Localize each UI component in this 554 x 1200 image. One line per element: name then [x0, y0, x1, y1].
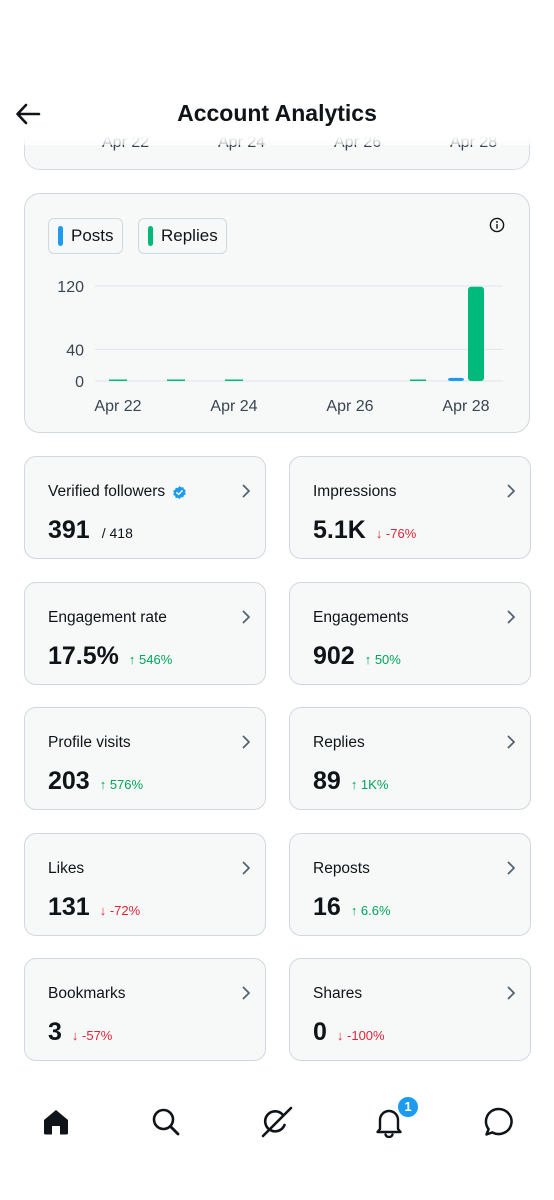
search-icon [152, 1108, 180, 1136]
bar-replies[interactable] [410, 379, 426, 382]
stat-change: ↑ 546% [128, 652, 173, 667]
stat-change: ↓ -72% [99, 903, 141, 918]
stat-change: ↑ 1K% [350, 777, 389, 792]
stat-change: ↑ 576% [99, 777, 144, 792]
stat-card[interactable]: Likes 131 ↓ -72% [24, 833, 266, 936]
legend-replies-label: Replies [161, 226, 218, 245]
stat-label: Engagement rate [48, 609, 167, 626]
stat-change: ↑ 50% [364, 652, 401, 667]
stat-change: ↑ 6.6% [350, 903, 391, 918]
chevron-right-icon [507, 484, 515, 498]
stat-sub: / 418 [101, 525, 133, 541]
chevron-right-icon [507, 610, 515, 624]
stat-label: Engagements [313, 609, 409, 626]
bell-icon [376, 1109, 402, 1138]
chevron-right-icon [507, 986, 515, 1000]
legend-replies[interactable]: Replies [138, 218, 227, 254]
stat-value: 391 [48, 516, 90, 544]
info-icon[interactable] [489, 217, 505, 233]
stat-card[interactable]: Engagement rate 17.5% ↑ 546% [24, 582, 266, 685]
back-arrow-icon[interactable] [14, 100, 42, 128]
bar-replies[interactable] [167, 379, 185, 382]
stat-label: Shares [313, 985, 363, 1002]
stat-value: 131 [48, 893, 90, 921]
stat-value: 0 [313, 1018, 327, 1046]
stat-card[interactable]: Shares 0 ↓ -100% [289, 958, 531, 1061]
stat-card[interactable]: Replies 89 ↑ 1K% [289, 707, 531, 810]
stat-change: ↓ -57% [71, 1028, 113, 1043]
stat-change: ↓ -100% [336, 1028, 385, 1043]
stat-value: 5.1K [313, 516, 366, 544]
chevron-right-icon [242, 484, 250, 498]
chart-card: Posts Replies 0 40 120 Apr 22 Apr 24 Apr 26 Ap… [24, 193, 530, 433]
y-tick-label: 120 [57, 279, 84, 296]
header: Account Analytics [0, 0, 554, 145]
page-title: Account Analytics [177, 100, 377, 126]
x-tick-label: Apr 26 [326, 398, 373, 415]
replies-swatch [148, 226, 153, 246]
x-tick-label: Apr 22 [94, 398, 141, 415]
messages-icon [484, 1107, 513, 1136]
posts-swatch [58, 226, 63, 246]
stat-label: Replies [313, 734, 365, 751]
stat-card[interactable]: Profile visits 203 ↑ 576% [24, 707, 266, 810]
stat-label: Bookmarks [48, 985, 126, 1002]
legend-posts-label: Posts [71, 226, 114, 245]
bottom-nav [0, 1080, 554, 1200]
chevron-right-icon [242, 986, 250, 1000]
chevron-right-icon [507, 861, 515, 875]
stat-card[interactable]: Bookmarks 3 ↓ -57% [24, 958, 266, 1061]
stat-value: 16 [313, 893, 341, 921]
verified-badge-icon [173, 485, 186, 499]
legend-posts[interactable]: Posts [48, 218, 123, 254]
home-icon [44, 1110, 68, 1135]
x-tick-label: Apr 24 [210, 398, 257, 415]
nav-search[interactable] [144, 1100, 188, 1144]
stat-label: Reposts [313, 860, 370, 877]
chevron-right-icon [242, 610, 250, 624]
nav-home[interactable] [34, 1100, 78, 1144]
stat-card[interactable]: Verified followers 391 / 418 [24, 456, 266, 559]
notification-badge: 1 [397, 1096, 419, 1118]
nav-messages[interactable] [477, 1100, 521, 1144]
stat-label: Verified followers [48, 483, 166, 500]
chevron-right-icon [507, 735, 515, 749]
x-tick-label: Apr 28 [442, 398, 489, 415]
nav-notifications[interactable] [367, 1100, 411, 1144]
nav-grok[interactable] [255, 1100, 299, 1144]
stat-value: 89 [313, 767, 341, 795]
y-tick-label: 40 [66, 342, 84, 359]
chevron-right-icon [242, 861, 250, 875]
grok-icon [261, 1106, 293, 1138]
bar-replies[interactable] [468, 286, 484, 381]
stat-change: ↓ -76% [375, 526, 417, 541]
bar-posts[interactable] [448, 377, 464, 381]
chevron-right-icon [242, 735, 250, 749]
bar-replies[interactable] [109, 379, 127, 382]
stat-card[interactable]: Engagements 902 ↑ 50% [289, 582, 531, 685]
y-tick-label: 0 [75, 374, 84, 391]
stat-value: 17.5% [48, 642, 119, 670]
stat-value: 203 [48, 767, 90, 795]
stat-value: 902 [313, 642, 355, 670]
stat-value: 3 [48, 1018, 62, 1046]
stat-label: Impressions [313, 483, 397, 500]
bar-chart: 0 40 120 Apr 22 Apr 24 Apr 26 Apr 28 [57, 279, 503, 415]
bar-replies[interactable] [225, 379, 243, 382]
stat-card[interactable]: Reposts 16 ↑ 6.6% [289, 833, 531, 936]
stat-card[interactable]: Impressions 5.1K ↓ -76% [289, 456, 531, 559]
stat-label: Likes [48, 860, 85, 877]
stat-label: Profile visits [48, 734, 131, 751]
